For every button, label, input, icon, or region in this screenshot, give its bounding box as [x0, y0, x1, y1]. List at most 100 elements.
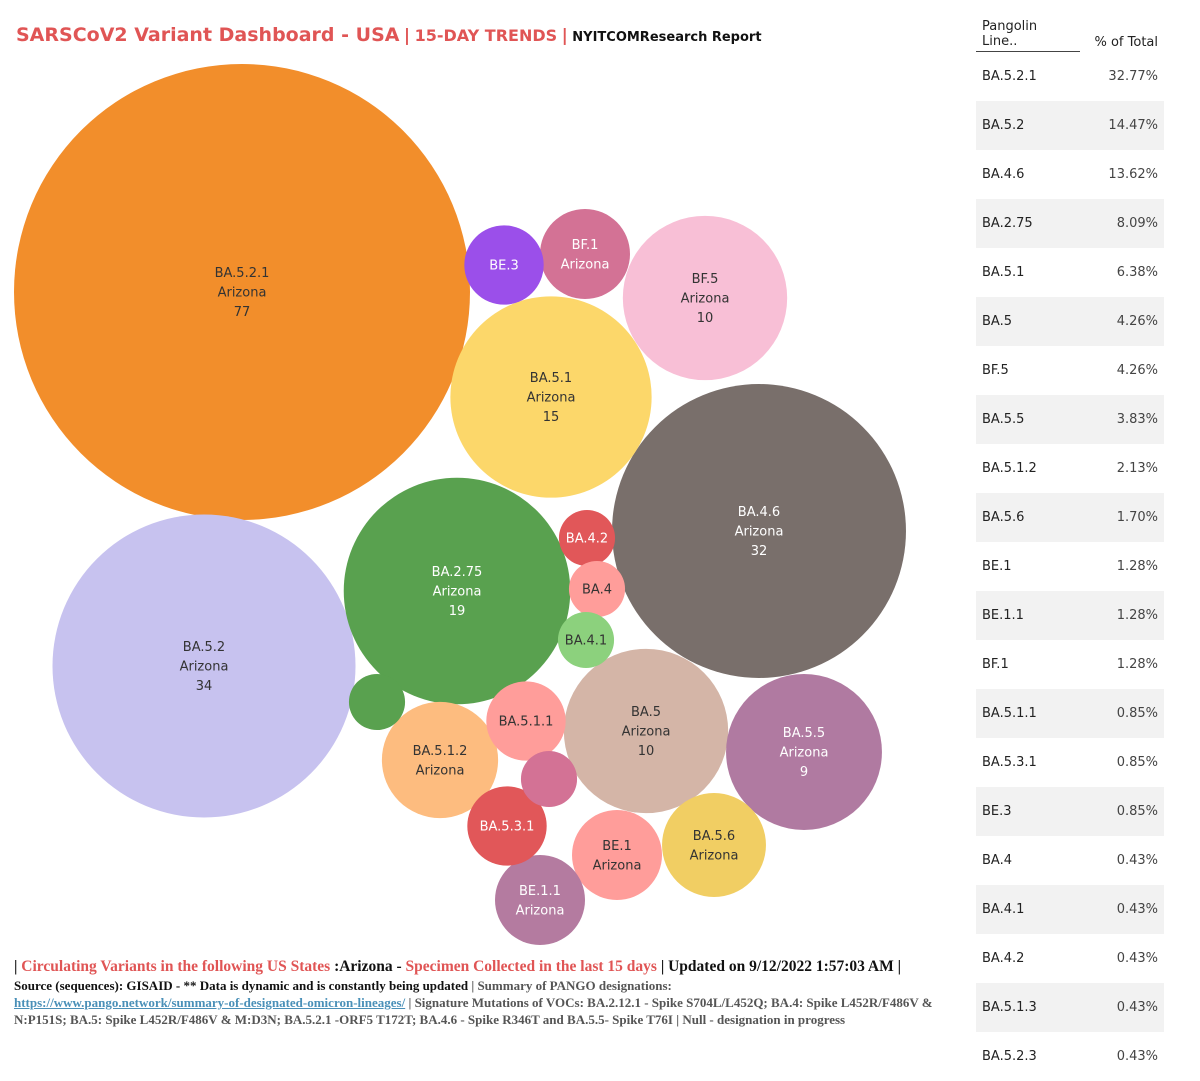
bubble-BA-5-3-1[interactable]: BA.5.3.1 — [467, 786, 547, 866]
col-pct-header[interactable]: % of Total — [1094, 35, 1158, 50]
bubble-BA-4-6[interactable]: BA.4.6 Arizona 32 — [612, 384, 906, 678]
bubble-BA-5-1[interactable]: BA.5.1 Arizona 15 — [450, 296, 652, 498]
table-row[interactable]: BA.5.6 1.70% — [976, 493, 1164, 542]
bubble-circle[interactable] — [450, 296, 652, 498]
bubble-BA-4-1[interactable]: BA.4.1 — [557, 611, 615, 669]
table-row[interactable]: BA.5.3.1 0.85% — [976, 738, 1164, 787]
table-row[interactable]: BA.5.2.1 32.77% — [976, 52, 1164, 101]
table-row[interactable]: BE.3 0.85% — [976, 787, 1164, 836]
bubble-BA-5-1-3[interactable] — [348, 673, 406, 731]
footer-summary: | Summary of PANGO designations: — [468, 978, 672, 993]
pango-link[interactable]: https://www.pango.network/summary-of-des… — [14, 995, 406, 1010]
row-lineage: BA.5.1.3 — [982, 1000, 1037, 1015]
row-pct: 8.09% — [1116, 216, 1158, 231]
bubble-circle[interactable] — [563, 648, 729, 814]
bubble-BE-1[interactable]: BE.1 Arizona — [571, 809, 663, 901]
bubble-BA-5-1-2[interactable]: BA.5.1.2 Arizona — [381, 701, 499, 819]
bubble-label: BA.5.5 — [783, 726, 825, 741]
bubble-label: 19 — [449, 604, 466, 619]
table-row[interactable]: BA.5 4.26% — [976, 297, 1164, 346]
bubble-circle[interactable] — [726, 674, 882, 830]
bubble-label: BA.4 — [582, 583, 612, 598]
bubble-circle[interactable] — [464, 225, 544, 305]
bubble-label: BA.5.2.1 — [215, 266, 270, 281]
bubble-circle[interactable] — [612, 384, 906, 678]
bubble-circle[interactable] — [662, 793, 766, 897]
bubble-circle[interactable] — [557, 611, 615, 669]
bubble-circle[interactable] — [348, 673, 406, 731]
footer-updated: | Updated on 9/12/2022 1:57:03 AM | — [656, 958, 902, 975]
table-row[interactable]: BA.5.1.2 2.13% — [976, 444, 1164, 493]
table-body: BA.5.2.1 32.77% BA.5.2 14.47% BA.4.6 13.62% BA… — [976, 52, 1164, 1081]
title-main: SARSCoV2 Variant Dashboard - USA — [16, 24, 400, 46]
bubble-label: Arizona — [433, 585, 482, 600]
table-row[interactable]: BA.5.2.3 0.43% — [976, 1032, 1164, 1081]
footer-line-1: | Circulating Variants in the following … — [14, 958, 954, 975]
table-row[interactable]: BA.4.1 0.43% — [976, 885, 1164, 934]
table-row[interactable]: BA.4.2 0.43% — [976, 934, 1164, 983]
row-pct: 0.43% — [1116, 1049, 1158, 1064]
table-row[interactable]: BA.5.1.1 0.85% — [976, 689, 1164, 738]
row-lineage: BA.4.6 — [982, 167, 1025, 182]
bubble-circle[interactable] — [494, 854, 586, 946]
bubble-BA-5-1-1[interactable]: BA.5.1.1 — [486, 681, 566, 761]
table-row[interactable]: BA.4.6 13.62% — [976, 150, 1164, 199]
bubble-BA-5-2-1[interactable]: BA.5.2.1 Arizona 77 — [14, 64, 470, 520]
bubble-circle[interactable] — [381, 701, 499, 819]
bubble-label: 10 — [638, 744, 655, 759]
footer-state: :Arizona - — [330, 958, 406, 975]
table-row[interactable]: BA.5.1.3 0.43% — [976, 983, 1164, 1032]
row-pct: 14.47% — [1108, 118, 1158, 133]
bubble-label: BF.1 — [572, 238, 599, 253]
bubble-circle[interactable] — [571, 809, 663, 901]
table-row[interactable]: BA.4 0.43% — [976, 836, 1164, 885]
bubble-BA-5[interactable]: BA.5 Arizona 10 — [563, 648, 729, 814]
footer-pipe: | — [14, 958, 22, 975]
bubble-label: BF.5 — [692, 272, 719, 287]
bubble-BE-3[interactable]: BE.3 — [464, 225, 544, 305]
footer-notes: | Circulating Variants in the following … — [14, 958, 954, 1028]
bubble-circle[interactable] — [539, 208, 631, 300]
table-row[interactable]: BA.2.75 8.09% — [976, 199, 1164, 248]
bubble-circle[interactable] — [343, 477, 571, 705]
table-row[interactable]: BF.5 4.26% — [976, 346, 1164, 395]
bubble-BA-5-2-3[interactable] — [520, 750, 578, 808]
table-row[interactable]: BA.5.1 6.38% — [976, 248, 1164, 297]
row-pct: 4.26% — [1116, 314, 1158, 329]
table-row[interactable]: BA.5.2 14.47% — [976, 101, 1164, 150]
col-lineage-header[interactable]: Pangolin Line.. — [976, 19, 1080, 52]
table-row[interactable]: BF.1 1.28% — [976, 640, 1164, 689]
bubble-circle[interactable] — [52, 514, 356, 818]
table-row[interactable]: BE.1 1.28% — [976, 542, 1164, 591]
bubble-circle[interactable] — [558, 509, 616, 567]
bubble-label: 10 — [697, 311, 714, 326]
title-trend: 15-DAY TRENDS — [414, 26, 558, 45]
table-row[interactable]: BA.5.5 3.83% — [976, 395, 1164, 444]
row-pct: 0.85% — [1116, 706, 1158, 721]
bubble-circle[interactable] — [467, 786, 547, 866]
row-pct: 1.70% — [1116, 510, 1158, 525]
row-lineage: BF.1 — [982, 657, 1009, 672]
bubble-circle[interactable] — [520, 750, 578, 808]
bubble-BA-5-2[interactable]: BA.5.2 Arizona 34 — [52, 514, 356, 818]
table-row[interactable]: BE.1.1 1.28% — [976, 591, 1164, 640]
bubble-BE-1-1[interactable]: BE.1.1 Arizona — [494, 854, 586, 946]
bubble-circle[interactable] — [486, 681, 566, 761]
bubble-circle[interactable] — [568, 560, 626, 618]
row-pct: 1.28% — [1116, 608, 1158, 623]
row-lineage: BE.1.1 — [982, 608, 1024, 623]
bubble-BA-5-5[interactable]: BA.5.5 Arizona 9 — [726, 674, 882, 830]
bubble-BA-5-6[interactable]: BA.5.6 Arizona — [662, 793, 766, 897]
row-lineage: BA.5.2.1 — [982, 69, 1037, 84]
bubble-BA-4-2[interactable]: BA.4.2 — [558, 509, 616, 567]
bubble-label: Arizona — [416, 763, 465, 778]
bubble-BF-5[interactable]: BF.5 Arizona 10 — [622, 215, 788, 381]
bubble-label: BA.5.1.2 — [413, 744, 468, 759]
bubble-BA-4[interactable]: BA.4 — [568, 560, 626, 618]
bubble-BF-1[interactable]: BF.1 Arizona — [539, 208, 631, 300]
bubble-BA-2-75[interactable]: BA.2.75 Arizona 19 — [343, 477, 571, 705]
bubble-circle[interactable] — [622, 215, 788, 381]
bubble-label: BE.3 — [489, 259, 519, 274]
bubble-label: BA.5 — [631, 705, 661, 720]
bubble-circle[interactable] — [14, 64, 470, 520]
